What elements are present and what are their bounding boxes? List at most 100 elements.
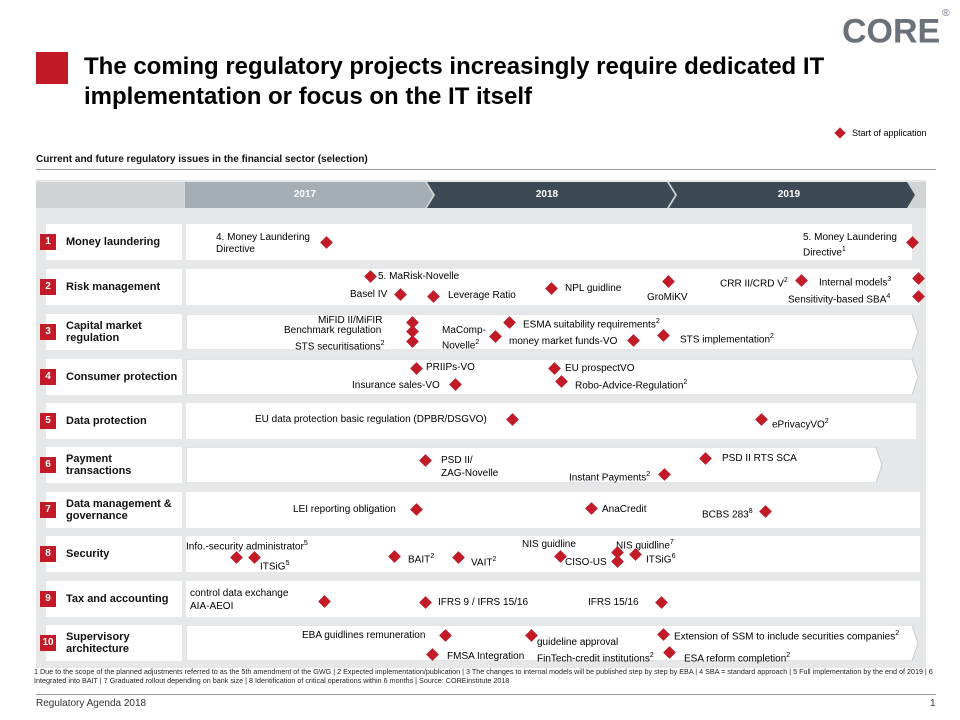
item-label: VAIT2: [471, 556, 497, 569]
year-label-2018: 2018: [535, 189, 559, 200]
item-label: PSD II/: [441, 455, 473, 466]
row-label-box: 3 Capital market regulation: [40, 314, 182, 350]
item-label: EU prospectVO: [565, 363, 635, 374]
row-consumer-protection: 4 Consumer protection: [40, 359, 920, 395]
item-label: Robo-Advice-Regulation2: [575, 379, 688, 392]
item-label: PSD II RTS SCA: [722, 453, 797, 464]
item-label: ESA reform completion2: [684, 652, 791, 665]
row-label: Security: [66, 548, 110, 560]
row-label-box: 7 Data management & governance: [40, 492, 182, 528]
item-label: MaComp-: [442, 325, 486, 336]
item-label: FinTech-credit institutions2: [537, 652, 654, 665]
year-arrow-2018: [427, 182, 675, 208]
legend: Start of application: [834, 126, 927, 139]
item-label: Novelle2: [442, 339, 480, 352]
row-bar: [186, 492, 920, 528]
year-arrow-2017: [185, 182, 433, 208]
row-bar-arrow: [186, 625, 919, 661]
row-label-box: 2 Risk management: [40, 269, 182, 305]
bar-shape: [186, 314, 919, 350]
item-label: ITSiG5: [260, 560, 290, 573]
row-label: Payment transactions: [66, 453, 132, 477]
divider: [36, 169, 936, 170]
item-label: BAIT2: [408, 553, 435, 566]
item-label: AIA-AEOI: [190, 601, 234, 612]
row-supervisory-architecture: 10 Supervisory architecture: [40, 625, 920, 661]
item-label: PRIIPs-VO: [426, 362, 475, 373]
item-label: NIS guidline7: [616, 539, 674, 552]
footnote: 1 Due to the scope of the planned adjust…: [34, 667, 933, 685]
legend-label: Start of application: [852, 128, 927, 138]
row-label: Consumer protection: [66, 371, 178, 383]
item-label: ITSiG6: [646, 553, 676, 566]
row-bar: [186, 403, 916, 439]
item-label: FMSA Integration: [447, 651, 525, 662]
row-label: Data protection: [66, 415, 147, 427]
item-label: guideline approval: [537, 637, 619, 648]
diamond-icon: [834, 126, 846, 139]
item-label: 4. Money Laundering: [216, 232, 310, 243]
row-number: 1: [40, 234, 56, 250]
row-bar-arrow: [186, 314, 919, 350]
item-label: CRR II/CRD V2: [720, 277, 788, 290]
title-accent-square: [36, 52, 68, 84]
row-label-box: 1 Money laundering: [40, 224, 182, 260]
item-label: IFRS 9 / IFRS 15/16: [438, 597, 529, 608]
row-data-protection: 5 Data protection: [40, 403, 920, 439]
row-label: Capital market regulation: [66, 320, 142, 344]
row-number: 8: [40, 546, 56, 562]
row-label: Tax and accounting: [66, 593, 169, 605]
row-label-box: 10 Supervisory architecture: [40, 625, 182, 661]
item-label: Directive1: [803, 246, 846, 259]
item-label: LEI reporting obligation: [293, 504, 396, 515]
year-label-2017: 2017: [293, 189, 317, 200]
item-label: EBA guidlines remuneration: [302, 630, 426, 641]
item-label: NIS guidline: [522, 539, 576, 550]
row-bar: [186, 224, 912, 260]
item-label: BCBS 2838: [702, 508, 753, 521]
item-label: Info.-security administrator5: [186, 540, 308, 553]
year-arrow-2019: [669, 182, 915, 208]
row-risk-management: 2 Risk management: [40, 269, 920, 305]
row-tax-accounting: 9 Tax and accounting: [40, 581, 920, 617]
item-label: Internal models3: [819, 276, 892, 289]
item-label: NPL guidline: [565, 283, 622, 294]
item-label: EU data protection basic regulation (DPB…: [255, 414, 487, 425]
row-number: 4: [40, 369, 56, 385]
row-label-box: 5 Data protection: [40, 403, 182, 439]
core-logo: CORE ®: [842, 8, 950, 51]
row-number: 5: [40, 413, 56, 429]
chart-subtitle: Current and future regulatory issues in …: [36, 154, 368, 165]
item-label: IFRS 15/16: [588, 597, 639, 608]
footer-title: Regulatory Agenda 2018: [36, 698, 147, 709]
item-label: 5. Money Laundering: [803, 232, 897, 243]
year-header: [36, 182, 926, 208]
item-label: ZAG-Novelle: [441, 468, 499, 479]
row-label: Risk management: [66, 281, 161, 293]
item-label: money market funds-VO: [509, 336, 618, 347]
item-label: 5. MaRisk-Novelle: [378, 271, 460, 282]
item-label: Insurance sales-VO: [352, 380, 440, 391]
year-label-2019: 2019: [777, 189, 801, 200]
row-bar: [186, 536, 920, 572]
item-label: AnaCredit: [602, 504, 647, 515]
item-label: Extension of SSM to include securities c…: [674, 630, 900, 643]
row-security: 8 Security: [40, 536, 920, 572]
item-label: CISO-US: [565, 557, 607, 568]
row-number: 9: [40, 591, 56, 607]
item-label: Basel IV: [350, 289, 388, 300]
row-label: Money laundering: [66, 236, 161, 248]
row-bar: [186, 581, 920, 617]
item-label: GroMiKV: [647, 292, 688, 303]
item-label: control data exchange: [190, 588, 289, 599]
row-bar-arrow: [186, 359, 919, 395]
row-label: Data management & governance: [66, 498, 172, 522]
item-label: STS securitisations2: [295, 340, 385, 353]
row-number: 3: [40, 324, 56, 340]
row-number: 6: [40, 457, 56, 473]
item-label: Benchmark regulation: [284, 325, 382, 336]
item-label: Leverage Ratio: [448, 290, 516, 301]
bar-shape: [186, 625, 919, 661]
row-label-box: 9 Tax and accounting: [40, 581, 182, 617]
item-label: Directive: [216, 244, 255, 255]
